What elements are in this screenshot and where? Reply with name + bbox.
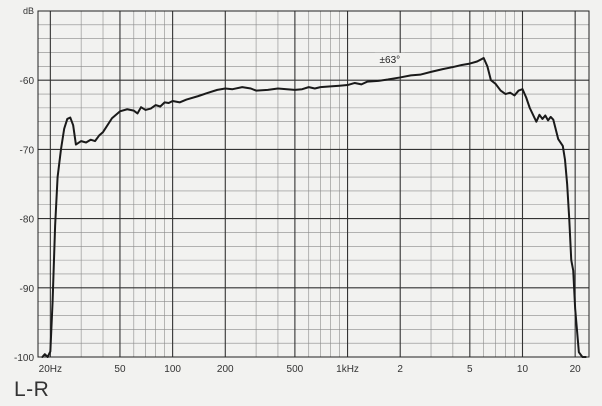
x-tick-label: 2 [397,364,403,375]
x-tick-label: 100 [164,364,181,375]
y-axis-unit-label: dB [23,6,34,16]
x-axis-ticks: 20Hz 50 100 200 500 1kHz 2 5 10 20 [39,364,581,375]
x-tick-label: 20Hz [39,364,62,375]
y-tick-label: -60 [20,76,35,87]
x-tick-label: 10 [517,364,529,375]
x-tick-label: 1kHz [336,364,359,375]
grid-minor-lines [38,11,589,357]
series-layer [41,57,587,358]
x-tick-label: 200 [217,364,234,375]
angle-annotation: ±63° [380,55,401,66]
response-curve [41,57,587,358]
x-tick-label: 5 [467,364,473,375]
y-tick-label: -100 [14,353,34,364]
plot-frame [37,10,590,358]
annotation-background [374,52,405,66]
x-tick-label: 50 [114,364,126,375]
x-tick-label: 500 [287,364,304,375]
x-tick-label: 20 [570,364,582,375]
y-axis-ticks: dB -60 -70 -80 -90 -100 [14,6,34,364]
y-tick-label: -70 [20,145,35,156]
y-tick-label: -80 [20,215,35,226]
annotation-layer: ±63° [374,52,405,66]
channel-caption: L-R [14,378,50,401]
y-tick-label: -90 [20,284,35,295]
